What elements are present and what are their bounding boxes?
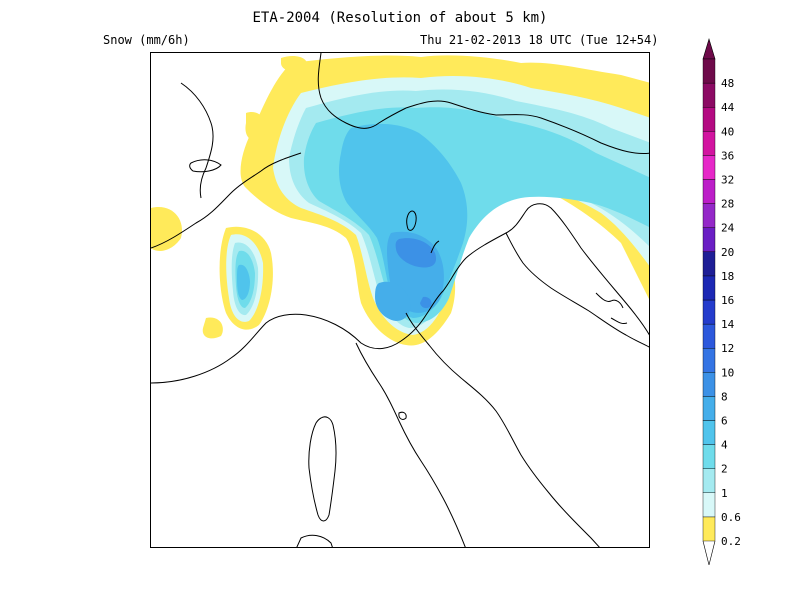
colorbar-swatch xyxy=(702,251,716,277)
corsica-island xyxy=(308,416,337,522)
colorbar-tick-label: 36 xyxy=(721,149,734,162)
colorbar-swatch xyxy=(702,516,716,542)
colorbar-swatch xyxy=(702,299,716,325)
valid-time-label: Thu 21-02-2013 18 UTC (Tue 12+54) xyxy=(420,33,659,47)
lake-garda xyxy=(406,210,417,231)
map-canvas xyxy=(151,53,649,547)
colorbar-tick-label: 20 xyxy=(721,246,734,259)
colorbar-tick-label: 18 xyxy=(721,270,734,283)
colorbar-swatch xyxy=(702,372,716,397)
colorbar-tick-label: 1 xyxy=(721,487,728,500)
colorbar-swatch xyxy=(702,396,716,421)
colorbar-tick-label: 2 xyxy=(721,463,728,476)
colorbar-tick-label: 24 xyxy=(721,222,735,235)
colorbar-swatch xyxy=(702,106,716,132)
colorbar-tick-label: 10 xyxy=(721,366,734,379)
coastlines xyxy=(151,53,649,547)
colorbar-tick-label: 40 xyxy=(721,125,734,138)
colorbar-swatch xyxy=(702,492,716,518)
colorbar-swatch xyxy=(702,131,716,156)
colorbar-swatch xyxy=(702,444,716,469)
triangle-up-icon xyxy=(702,37,716,60)
colorbar-swatch xyxy=(702,420,716,445)
sardinia-island xyxy=(296,534,333,547)
lake-geneva xyxy=(189,159,222,173)
colorbar-swatch xyxy=(702,275,716,301)
colorbar-tick-label: 14 xyxy=(721,318,735,331)
colorbar: 0.2 0.6 1 2 4 6 8 10 12 14 16 18 20 24 28 32 36 40 44 48 xyxy=(698,35,798,566)
colorbar-tick-label: 16 xyxy=(721,294,734,307)
map-panel xyxy=(150,52,650,548)
colorbar-tick-label: 32 xyxy=(721,174,734,187)
colorbar-swatch xyxy=(702,82,716,108)
colorbar-swatch xyxy=(702,203,716,228)
variable-label: Snow (mm/6h) xyxy=(103,33,190,47)
colorbar-tick-label: 8 xyxy=(721,390,728,403)
colorbar-tick-label: 0.6 xyxy=(721,511,741,524)
colorbar-tick-label: 44 xyxy=(721,101,735,114)
triangle-down-icon xyxy=(702,540,716,566)
elba-island xyxy=(398,411,407,420)
colorbar-tick-label: 28 xyxy=(721,198,734,211)
colorbar-tick-label: 6 xyxy=(721,415,728,428)
colorbar-tick-label: 0.2 xyxy=(721,535,741,548)
snow-band-8 xyxy=(395,238,437,309)
colorbar-tick-label: 4 xyxy=(721,439,728,452)
colorbar-swatch xyxy=(702,348,716,373)
colorbar-swatch xyxy=(702,179,716,204)
colorbar-swatch xyxy=(702,155,716,180)
colorbar-swatch xyxy=(702,323,716,349)
chart-title: ETA-2004 (Resolution of about 5 km) xyxy=(252,10,548,26)
adriatic-east-coast xyxy=(505,232,649,348)
colorbar-tick-label: 48 xyxy=(721,77,734,90)
colorbar-swatch xyxy=(702,227,716,252)
colorbar-tick-label: 12 xyxy=(721,342,734,355)
colorbar-swatch xyxy=(702,58,716,84)
colorbar-swatch xyxy=(702,468,716,494)
